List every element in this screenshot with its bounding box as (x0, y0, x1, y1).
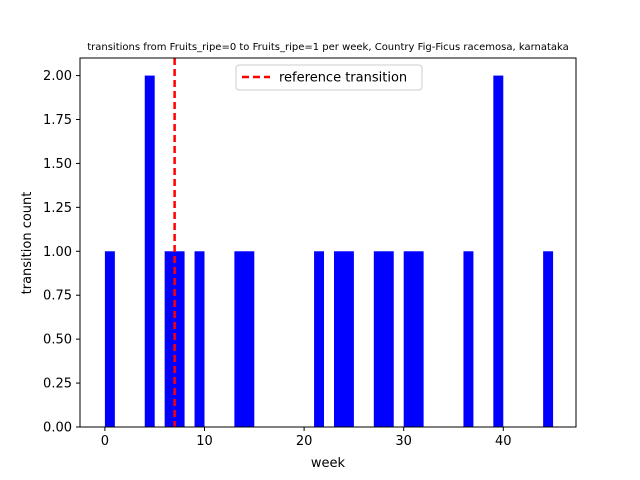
bar-0 (104, 251, 115, 427)
y-tick-label-3: 0.75 (43, 289, 72, 304)
bar-4 (234, 251, 255, 427)
legend-label-reference-transition: reference transition (279, 71, 407, 86)
y-tick-label-7: 1.75 (43, 113, 72, 128)
y-tick-label-0: 0.00 (43, 421, 72, 436)
bars-group (104, 75, 554, 428)
chart-title: transitions from Fruits_ripe=0 to Fruits… (87, 42, 569, 53)
bar-7 (373, 251, 394, 427)
y-axis-label: transition count (20, 192, 35, 295)
bar-1 (144, 75, 155, 428)
bar-6 (333, 251, 354, 427)
x-axis-label: week (311, 456, 346, 471)
bar-5 (314, 251, 325, 427)
x-tick-label-10: 10 (196, 434, 213, 449)
x-tick-label-0: 0 (101, 434, 109, 449)
x-tick-label-30: 30 (395, 434, 412, 449)
plot-frame (79, 57, 577, 428)
y-tick-label-2: 0.50 (43, 333, 72, 348)
y-axis-ticks: 0.00 0.25 0.50 0.75 1.00 1.25 1.50 1.75 2.00 (43, 69, 80, 436)
y-tick-label-4: 1.00 (43, 245, 72, 260)
bar-10 (493, 75, 504, 428)
y-tick-label-8: 2.00 (43, 69, 72, 84)
y-tick-label-5: 1.25 (43, 201, 72, 216)
legend: reference transition (235, 64, 423, 91)
x-axis-ticks: 0 10 20 30 40 (101, 427, 512, 449)
y-tick-label-1: 0.25 (43, 377, 72, 392)
x-tick-label-20: 20 (296, 434, 313, 449)
bar-9 (463, 251, 474, 427)
legend-box (235, 64, 423, 91)
bar-3 (194, 251, 205, 427)
bar-11 (543, 251, 554, 427)
bar-8 (403, 251, 424, 427)
x-tick-label-40: 40 (495, 434, 512, 449)
y-tick-label-6: 1.50 (43, 157, 72, 172)
